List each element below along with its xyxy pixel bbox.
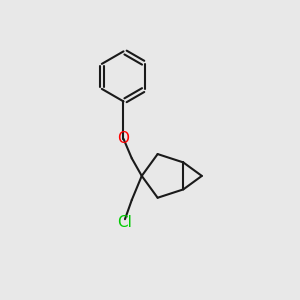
Text: Cl: Cl bbox=[118, 214, 132, 230]
Text: O: O bbox=[118, 131, 130, 146]
